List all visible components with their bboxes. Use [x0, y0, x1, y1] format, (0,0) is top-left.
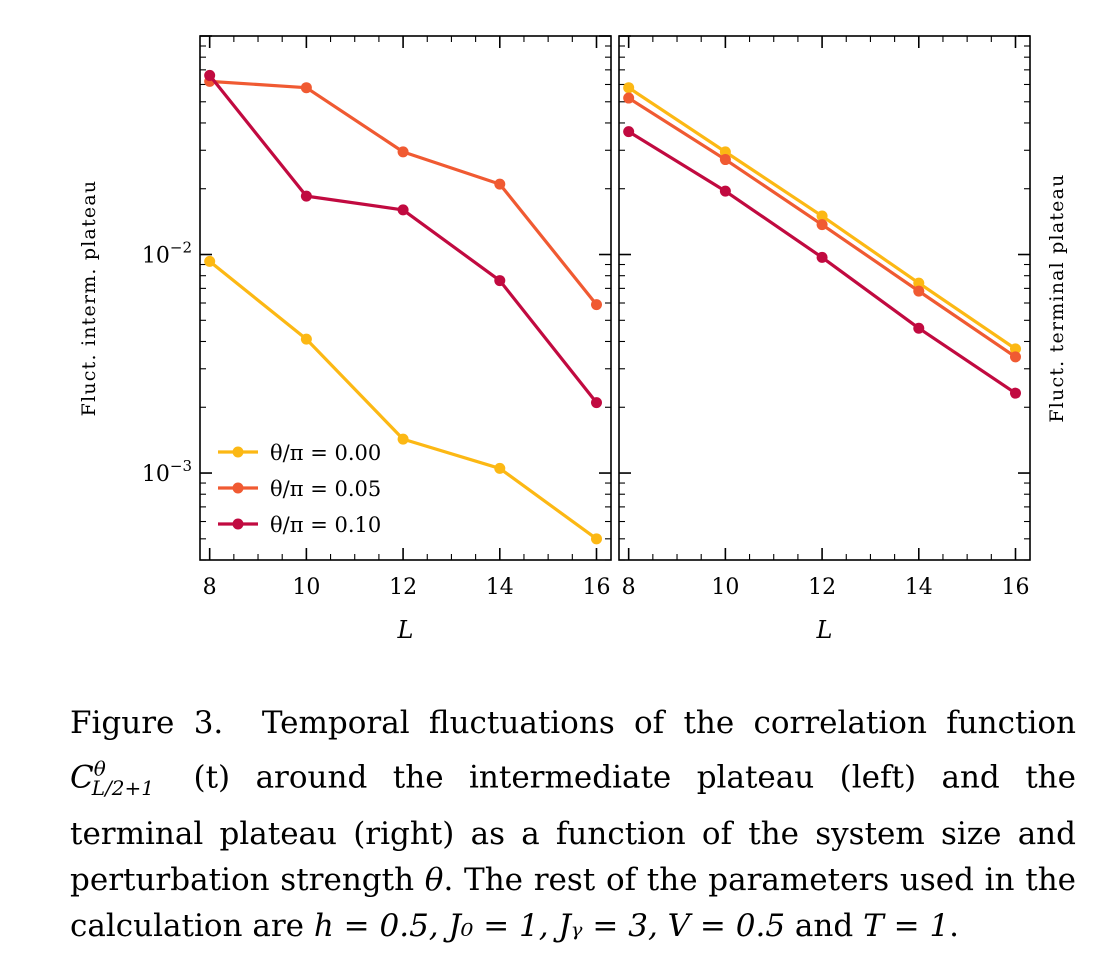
data-point [300, 190, 312, 202]
data-point [913, 322, 925, 334]
data-point [494, 275, 506, 287]
data-point [1009, 351, 1021, 363]
caption-part2: around the intermediate plateau (left) a… [70, 759, 1076, 898]
data-point [204, 69, 216, 81]
series-line [209, 79, 598, 306]
data-point [494, 462, 506, 474]
data-point [816, 210, 828, 222]
data-point [719, 185, 731, 197]
data-point [300, 82, 312, 94]
data-point [494, 178, 506, 190]
legend-marker [232, 446, 244, 458]
data-point [816, 219, 828, 231]
x-tick-label: 12 [808, 575, 836, 600]
figure: 10−3 10−2 8 10 12 14 16 L Fluct. interm. plateau… [78, 35, 1068, 644]
caption-math-theta: θ [424, 861, 444, 898]
series-line [208, 260, 598, 541]
data-point [719, 146, 731, 158]
x-tick-label: 12 [389, 575, 417, 600]
data-point [397, 433, 409, 445]
caption-params2: T = 1 [863, 907, 950, 944]
x-tick-label: 14 [486, 575, 514, 600]
x-tick-label: 8 [203, 575, 217, 600]
legend-label: θ/π = 0.05 [270, 477, 381, 501]
data-point [300, 333, 312, 345]
caption-end: . [949, 907, 960, 944]
caption-part3: . The rest of the parameters used in the… [70, 861, 1076, 944]
data-point [913, 277, 925, 289]
legend: θ/π = 0.00 θ/π = 0.05 θ/π = 0.10 [218, 441, 381, 537]
data-point [1009, 343, 1021, 355]
data-point [623, 126, 635, 138]
caption-math-arg: (t) [193, 759, 231, 796]
data-point [719, 154, 731, 166]
left-panel: 10−3 10−2 8 10 12 14 16 L Fluct. interm. plateau [78, 35, 612, 644]
caption-part4: and [794, 907, 854, 944]
legend-marker [232, 482, 244, 494]
caption-part1: Temporal fluctuations of the correlation… [261, 705, 1076, 741]
data-point [590, 299, 602, 311]
data-point [590, 533, 602, 545]
data-point [397, 204, 409, 216]
right-panel: 8 10 12 14 16 L Fluct. terminal plateau [618, 35, 1068, 644]
x-tick-label: 14 [905, 575, 933, 600]
caption-label: Figure 3. [70, 705, 224, 741]
data-point [590, 397, 602, 409]
y-axis-title: Fluct. interm. plateau [78, 180, 100, 417]
data-point [204, 255, 216, 267]
caption-math-correlation: CθL/2+1 [70, 757, 155, 800]
x-tick-label: 8 [622, 575, 636, 600]
legend-label: θ/π = 0.10 [270, 513, 381, 537]
x-tick-label: 10 [711, 575, 739, 600]
x-tick-label: 10 [292, 575, 320, 600]
data-point [816, 251, 828, 263]
caption-params: h = 0.5, J₀ = 1, Jᵧ = 3, V = 0.5 [313, 907, 786, 944]
plot-frame [199, 35, 612, 561]
data-point [397, 146, 409, 158]
x-tick-label: 16 [582, 575, 610, 600]
y-tick-label: 10−3 [142, 457, 192, 487]
x-tick-label: 16 [1001, 575, 1029, 600]
x-axis-title: L [397, 616, 414, 644]
figure-caption: Figure 3. Temporal fluctuations of the c… [70, 700, 1076, 949]
y-tick-label: 10−2 [142, 239, 192, 269]
legend-marker [232, 518, 244, 530]
data-point [1009, 387, 1021, 399]
data-point [623, 92, 635, 104]
y-axis-title: Fluct. terminal plateau [1046, 173, 1068, 422]
series-line [208, 74, 598, 404]
data-point [623, 82, 635, 94]
data-point [913, 285, 925, 297]
legend-label: θ/π = 0.00 [270, 441, 381, 465]
x-axis-title: L [816, 616, 833, 644]
plot-frame [618, 35, 1031, 561]
